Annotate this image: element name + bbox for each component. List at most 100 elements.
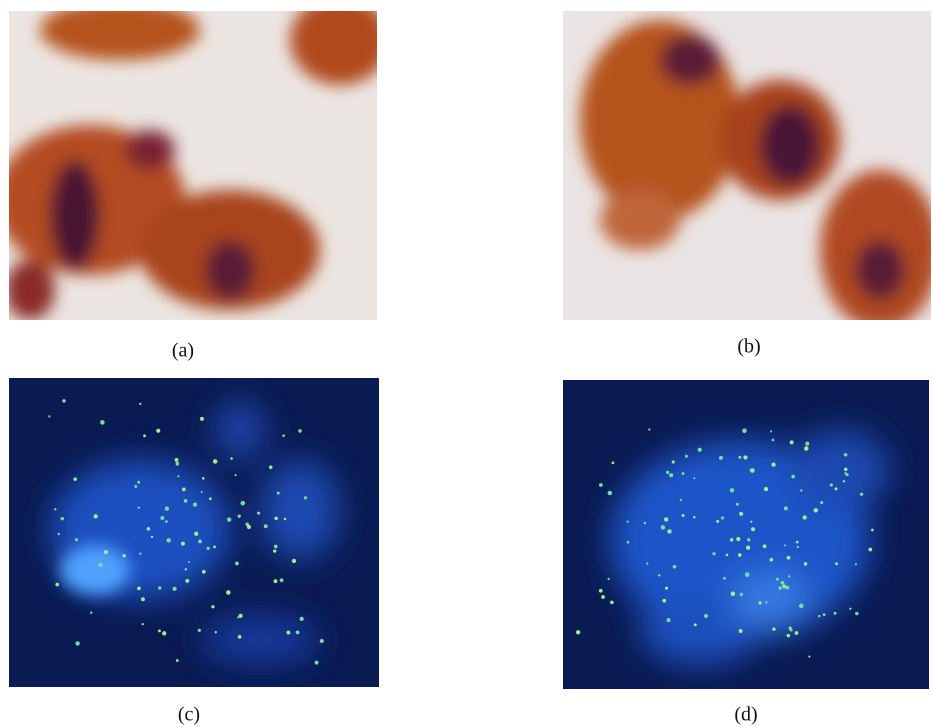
speck xyxy=(791,475,795,479)
speck xyxy=(277,492,280,495)
speck xyxy=(669,473,673,477)
speck xyxy=(730,538,733,541)
micrograph-c xyxy=(9,378,379,687)
speck xyxy=(55,583,59,587)
speck xyxy=(739,629,743,633)
speck xyxy=(808,655,810,657)
speck xyxy=(134,485,137,488)
speck xyxy=(166,538,170,542)
speck xyxy=(664,517,668,521)
page: (a) (b) (c) (d) (() => { const data = JS… xyxy=(0,0,933,727)
speck xyxy=(739,512,743,516)
speck xyxy=(274,579,278,583)
speck xyxy=(721,516,724,519)
speck xyxy=(627,521,629,523)
speck xyxy=(240,501,245,506)
speck xyxy=(743,455,747,459)
speck xyxy=(835,487,838,490)
speck xyxy=(104,550,108,554)
speck xyxy=(165,506,169,510)
speck xyxy=(747,538,750,541)
speck xyxy=(742,429,747,434)
speck xyxy=(662,599,666,603)
speck xyxy=(726,554,729,557)
speck xyxy=(681,514,684,517)
speck xyxy=(280,578,284,582)
speck xyxy=(610,601,614,605)
speck xyxy=(834,612,837,615)
speck xyxy=(75,538,78,541)
speck xyxy=(211,605,214,608)
speck xyxy=(200,417,204,421)
speck xyxy=(198,629,201,632)
speck xyxy=(156,429,160,433)
speck xyxy=(239,614,243,618)
speck xyxy=(601,595,605,599)
speck xyxy=(599,483,603,487)
panel-label: (b) xyxy=(737,336,760,358)
figure: (a) (b) (c) (d) xyxy=(0,0,933,727)
speck xyxy=(771,463,775,467)
speck xyxy=(712,552,715,555)
speck xyxy=(143,434,146,437)
speck xyxy=(776,578,779,581)
speck xyxy=(750,521,752,523)
speck xyxy=(784,506,788,510)
speck xyxy=(176,659,179,662)
speck xyxy=(286,631,290,635)
speck xyxy=(730,488,734,492)
speck xyxy=(795,631,799,635)
speck xyxy=(843,480,845,482)
speck xyxy=(137,481,140,484)
speck xyxy=(658,574,660,576)
speck xyxy=(247,525,251,529)
speck xyxy=(137,586,141,590)
speck xyxy=(804,446,808,450)
speck xyxy=(54,508,56,510)
speck xyxy=(93,514,97,518)
speck xyxy=(147,527,150,530)
speck xyxy=(800,489,802,491)
speck xyxy=(788,575,790,577)
speck xyxy=(797,546,799,548)
speck xyxy=(680,499,682,501)
panel-label: (a) xyxy=(172,340,194,362)
speck xyxy=(855,563,857,565)
speck xyxy=(273,549,276,552)
speck xyxy=(758,601,761,604)
speck xyxy=(716,520,719,523)
speck xyxy=(238,515,241,518)
speck xyxy=(789,628,792,631)
micrograph-a xyxy=(0,0,390,320)
speck xyxy=(787,556,791,560)
speck xyxy=(627,541,630,544)
speck xyxy=(805,442,809,446)
speck xyxy=(184,499,188,503)
speck xyxy=(185,568,188,571)
speck xyxy=(698,448,702,452)
speck xyxy=(300,617,304,621)
speck xyxy=(736,503,739,506)
speck xyxy=(855,612,858,615)
speck xyxy=(736,537,740,541)
speck xyxy=(750,468,754,472)
speck xyxy=(73,477,77,481)
speck xyxy=(185,579,189,583)
speck xyxy=(48,415,50,417)
speck xyxy=(772,439,775,442)
speck xyxy=(751,527,755,531)
speck xyxy=(804,562,807,565)
speck xyxy=(844,453,848,457)
speck xyxy=(284,518,286,520)
speck xyxy=(648,429,650,431)
speck xyxy=(661,525,666,530)
speck xyxy=(784,544,786,546)
speck xyxy=(608,578,610,580)
speck xyxy=(740,593,743,596)
speck xyxy=(304,496,307,499)
speck xyxy=(693,477,695,479)
speck xyxy=(209,497,212,500)
speck xyxy=(667,618,671,622)
speck xyxy=(235,474,237,476)
speck xyxy=(772,627,775,630)
